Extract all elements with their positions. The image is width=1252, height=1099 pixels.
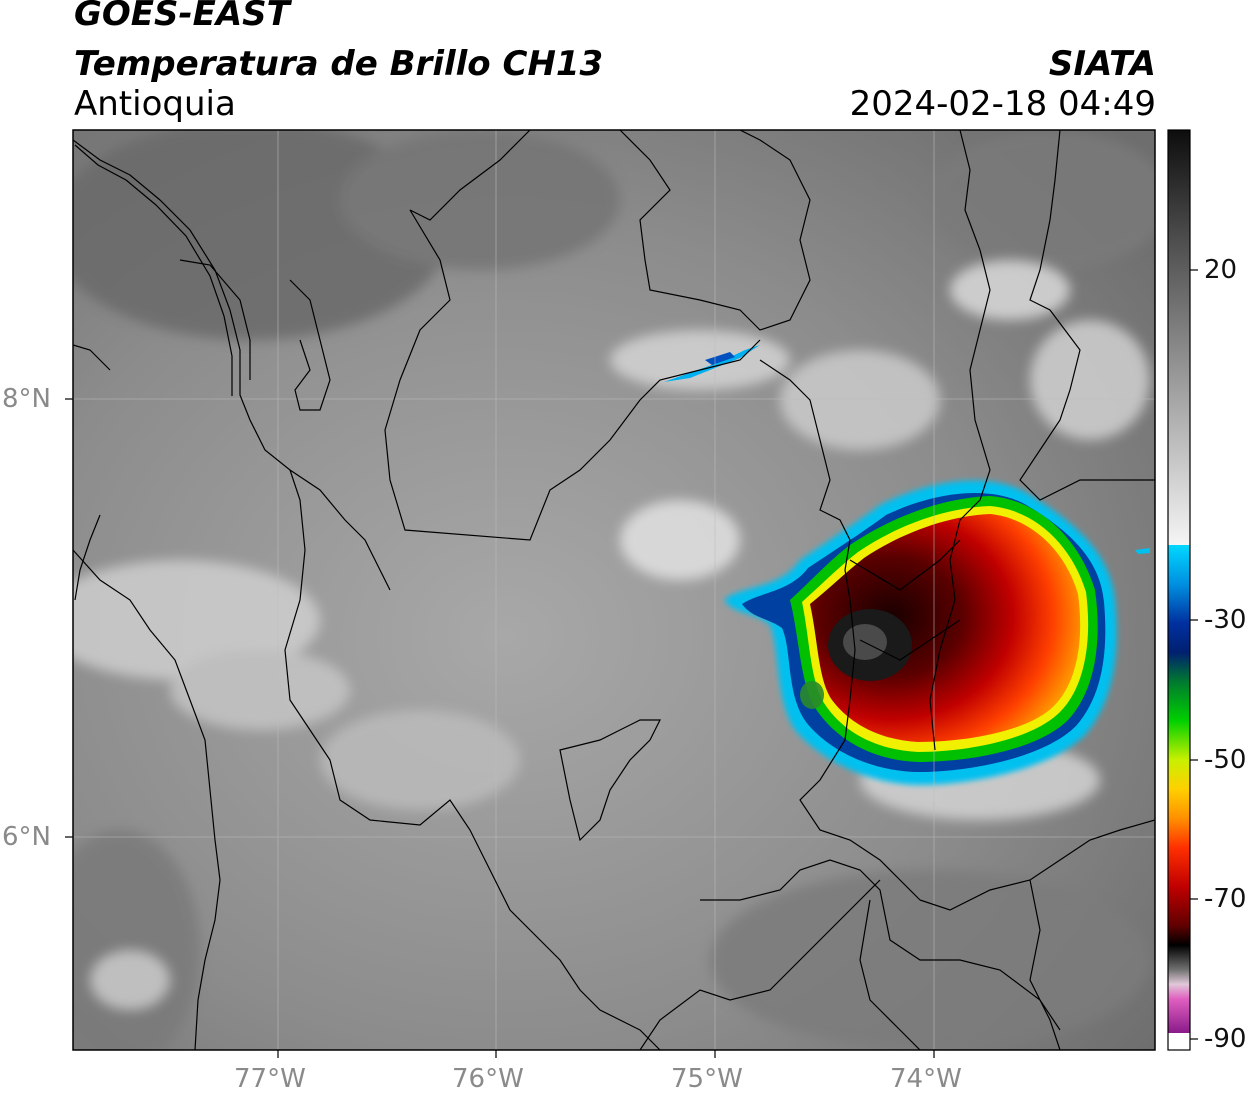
admin-boundaries [73,130,1155,1050]
datetime-label: 2024-02-18 04:49 [849,84,1156,124]
lat-label-8n: 8°N [2,384,51,414]
storm-cell [664,345,1150,785]
brand-label: SIATA [1048,44,1156,84]
lon-label-74w: 74°W [890,1064,962,1094]
colorbar-label-minus30: -30 [1204,605,1247,635]
lon-label-75w: 75°W [671,1064,743,1094]
region-label: Antioquia [74,84,236,124]
colorbar-label-minus70: -70 [1204,884,1247,914]
colorbar [1167,129,1198,1051]
title-product: Temperatura de Brillo CH13 [74,44,604,84]
map-frame [72,129,1156,1051]
lon-label-77w: 77°W [234,1064,306,1094]
colorbar-label-minus50: -50 [1204,745,1247,775]
lon-label-76w: 76°W [452,1064,524,1094]
colorbar-label-minus90: -90 [1204,1024,1247,1054]
title-satellite: GOES-EAST [74,0,290,34]
lat-label-6n: 6°N [2,822,51,852]
colorbar-label-20: 20 [1204,255,1238,285]
